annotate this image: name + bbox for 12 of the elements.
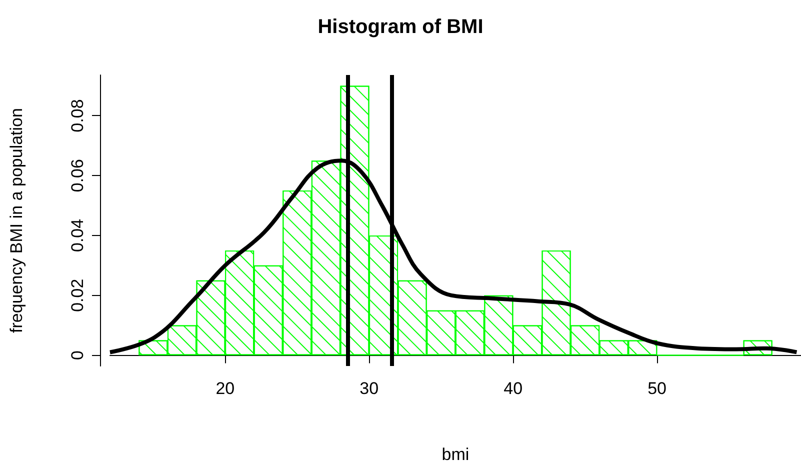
y-tick-label: 0.04: [68, 218, 87, 252]
y-tick-label: 0.08: [68, 99, 87, 132]
x-axis-title: bmi: [442, 445, 470, 464]
y-axis-title: frequency BMI in a population: [7, 108, 26, 333]
y-tick-label: 0.06: [68, 159, 87, 192]
x-tick-label: 50: [648, 379, 667, 398]
x-tick-label: 20: [216, 379, 235, 398]
x-tick-label: 40: [504, 379, 523, 398]
y-tick-label: 0.02: [68, 278, 87, 312]
x-tick-label: 30: [360, 379, 379, 398]
chart-title: Histogram of BMI: [318, 16, 484, 38]
y-tick-label: 0: [68, 350, 87, 360]
